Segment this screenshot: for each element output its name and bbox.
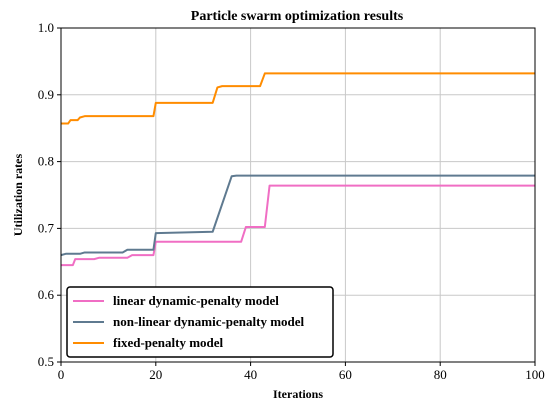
chart-title: Particle swarm optimization results bbox=[191, 9, 404, 24]
y-tick-label: 1.0 bbox=[38, 20, 54, 35]
x-tick-label: 60 bbox=[339, 367, 352, 382]
legend-box bbox=[66, 286, 334, 358]
x-tick-label: 80 bbox=[434, 367, 447, 382]
series-lines bbox=[60, 72, 535, 267]
y-axis-ticks: 0.5 0.6 0.7 0.8 0.9 1.0 bbox=[38, 20, 61, 369]
y-tick-label: 0.7 bbox=[38, 220, 55, 235]
x-axis-label: Iterations bbox=[273, 387, 323, 401]
y-axis-label: Utilization rates bbox=[11, 154, 25, 237]
x-axis-ticks: 0 20 40 60 80 100 bbox=[58, 362, 545, 382]
series-line-fixed bbox=[61, 72, 535, 125]
x-tick-label: 20 bbox=[149, 367, 162, 382]
y-tick-label: 0.6 bbox=[38, 287, 55, 302]
y-tick-label: 0.5 bbox=[38, 354, 54, 369]
plot-frame bbox=[60, 27, 536, 363]
y-tick-label: 0.8 bbox=[38, 154, 54, 169]
y-tick-label: 0.9 bbox=[38, 87, 54, 102]
x-tick-label: 100 bbox=[525, 367, 545, 382]
series-line-linear bbox=[61, 184, 535, 267]
x-tick-label: 40 bbox=[244, 367, 257, 382]
legend-label-linear: linear dynamic-penalty model bbox=[113, 293, 279, 308]
legend: linear dynamic-penalty model non-linear … bbox=[66, 286, 334, 358]
series-line-nonlinear bbox=[60, 174, 535, 257]
x-tick-label: 0 bbox=[58, 367, 65, 382]
legend-label-nonlinear: non-linear dynamic-penalty model bbox=[113, 314, 305, 329]
legend-label-fixed: fixed-penalty model bbox=[113, 335, 224, 350]
